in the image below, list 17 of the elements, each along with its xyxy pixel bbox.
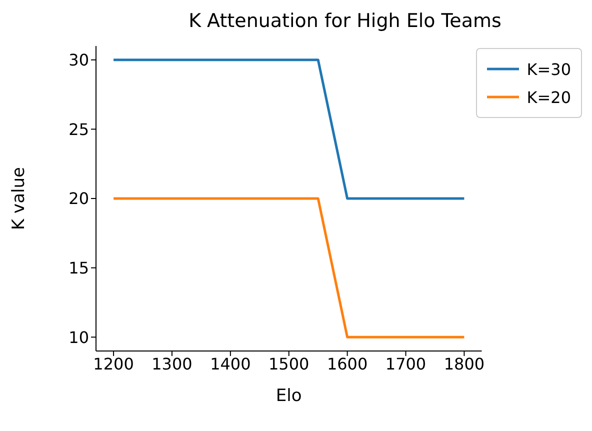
x-tick-label: 1200 — [93, 354, 134, 374]
chart-title: K Attenuation for High Elo Teams — [188, 10, 502, 32]
y-tick-label: 15 — [68, 258, 89, 278]
legend-label: K=20 — [526, 88, 571, 106]
y-axis-title: K value — [9, 167, 30, 230]
x-axis-title: Elo — [276, 386, 302, 406]
y-tick-label: 20 — [68, 189, 89, 208]
x-tick-label: 1400 — [210, 354, 251, 374]
x-tick-label: 1300 — [152, 354, 192, 374]
x-tick-label: 1700 — [385, 354, 426, 374]
legend-label: K=30 — [526, 60, 571, 78]
x-tick-label: 1800 — [444, 354, 485, 374]
y-tick-label: 25 — [68, 120, 89, 139]
y-tick-label: 10 — [68, 328, 89, 347]
x-tick-label: 1600 — [326, 354, 368, 374]
x-tick-label: 1500 — [268, 354, 310, 374]
y-tick-label: 30 — [68, 50, 89, 70]
